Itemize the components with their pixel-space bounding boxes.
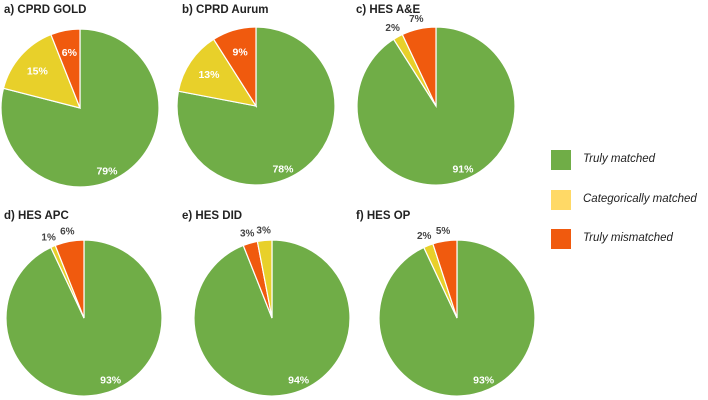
legend-label-categorically-matched: Categorically matched: [583, 193, 697, 205]
pie-f-slice-truly-mismatched: [432, 239, 458, 319]
panel-title-f: f) HES OP: [356, 210, 411, 222]
panel-title-e: e) HES DID: [182, 210, 243, 222]
legend-swatch-truly-matched: [551, 150, 571, 170]
panel-title-c: c) HES A&E: [356, 4, 421, 16]
legend-label-truly-mismatched: Truly mismatched: [583, 232, 673, 244]
pie-d-label-truly-mismatched: 6%: [60, 227, 75, 238]
pie-b-slice-categorically-matched: [177, 38, 258, 107]
pie-c-label-categorically-matched: 2%: [385, 23, 400, 34]
pie-e-label-truly-mismatched: 3%: [240, 229, 255, 240]
legend-swatch-categorically-matched: [551, 190, 571, 210]
pie-a-slice-truly-mismatched: [50, 28, 81, 109]
pie-a-label-truly-matched: 79%: [96, 165, 118, 177]
pie-c-label-truly-matched: 91%: [452, 163, 474, 175]
panel-title-a: a) CPRD GOLD: [4, 4, 87, 16]
legend-label-truly-matched: Truly matched: [583, 153, 656, 165]
legend-swatch-truly-mismatched: [551, 229, 571, 249]
pie-b-slice-truly-matched: [176, 26, 336, 186]
pie-a-slice-categorically-matched: [2, 33, 81, 109]
pie-b-label-truly-matched: 78%: [272, 163, 294, 175]
pie-b-slice-truly-mismatched: [212, 26, 257, 109]
pie-b-label-truly-mismatched: 9%: [233, 46, 249, 58]
pie-d-label-truly-matched: 93%: [100, 375, 122, 387]
pie-a-label-truly-mismatched: 6%: [62, 47, 78, 59]
pie-d-slice-truly-mismatched: [54, 239, 85, 319]
pie-f-label-categorically-matched: 2%: [417, 231, 432, 242]
pie-b-label-categorically-matched: 13%: [198, 69, 220, 81]
pie-e-slice-categorically-matched: [256, 239, 273, 319]
pie-f-label-truly-matched: 93%: [473, 375, 495, 387]
pie-e-label-categorically-matched: 3%: [256, 225, 271, 236]
pie-a-label-categorically-matched: 15%: [27, 65, 49, 77]
pie-d-label-categorically-matched: 1%: [41, 232, 56, 243]
pie-c-label-truly-mismatched: 7%: [409, 14, 424, 25]
pie-f-label-truly-mismatched: 5%: [436, 226, 451, 237]
pie-c-slice-truly-mismatched: [401, 26, 437, 107]
pie-e-label-truly-matched: 94%: [288, 375, 310, 387]
panel-title-b: b) CPRD Aurum: [182, 4, 269, 16]
panel-title-d: d) HES APC: [4, 210, 69, 222]
